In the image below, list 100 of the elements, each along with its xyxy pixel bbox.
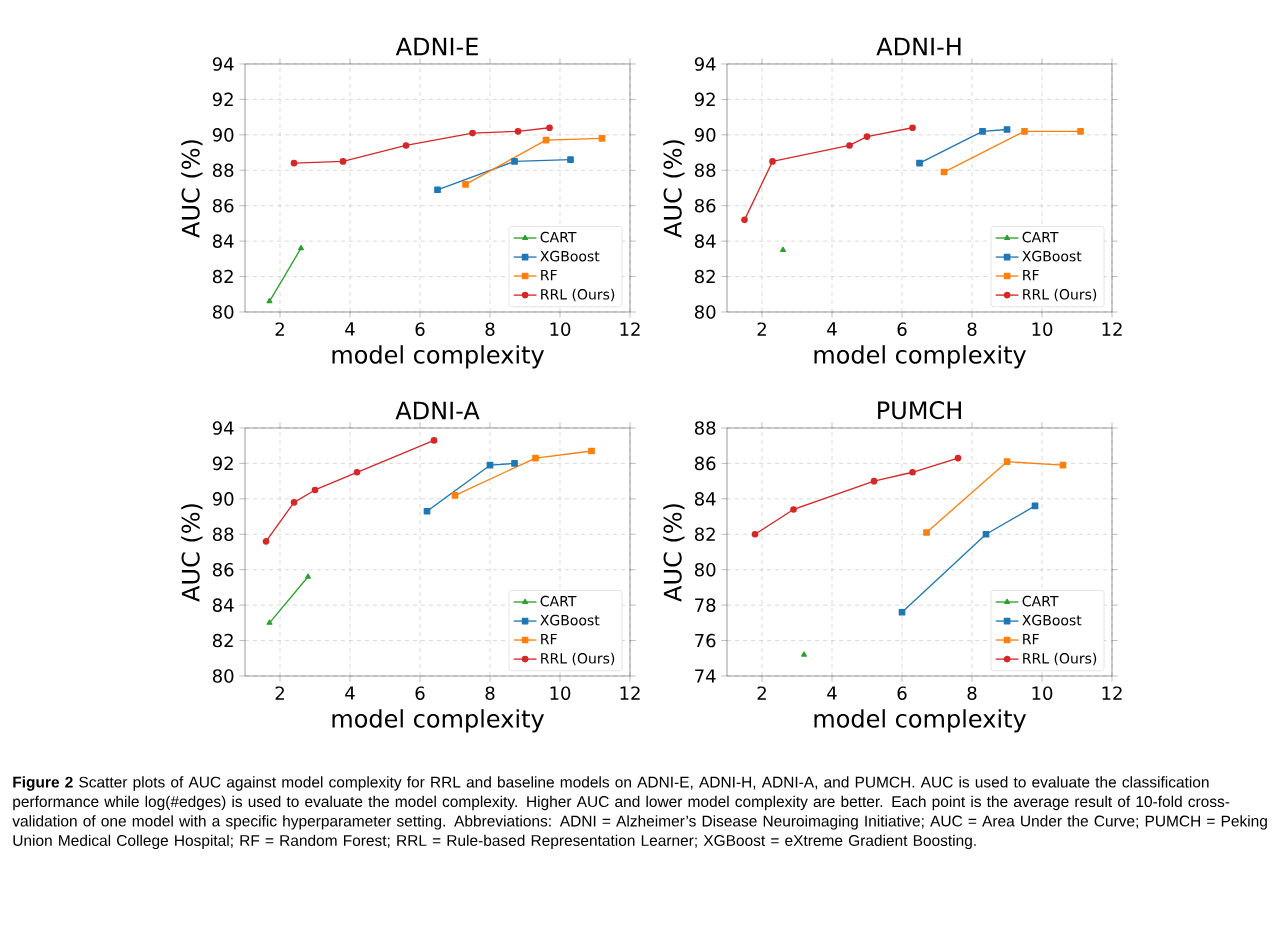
y-tick-label: 94 [212, 57, 234, 71]
point [1077, 127, 1084, 135]
x-tick-label: 6 [897, 322, 907, 336]
x-tick-label: 8 [485, 322, 495, 336]
point [916, 159, 923, 167]
legend-label: CART [1022, 231, 1059, 243]
point [514, 127, 522, 135]
x-axis-title: model complexity [332, 709, 544, 733]
point [898, 608, 906, 616]
point [262, 538, 270, 545]
point [339, 158, 347, 165]
y-tick-label: 76 [695, 633, 716, 648]
y-tick-label: 86 [212, 562, 234, 577]
legend-label: XGBoost [1022, 614, 1082, 626]
point [567, 156, 574, 163]
point [769, 158, 776, 165]
y-tick-label: 80 [212, 669, 234, 683]
point [486, 461, 494, 469]
legend-label: RF [1023, 269, 1039, 281]
legend-label: RF [1023, 633, 1039, 645]
x-axis-title: model complexity [332, 345, 544, 369]
x-tick-label: 10 [550, 686, 571, 700]
x-tick-label: 8 [967, 686, 977, 700]
point [311, 486, 319, 494]
x-axis-title: model complexity [814, 345, 1027, 369]
point [546, 124, 553, 132]
y-tick-label: 92 [212, 92, 233, 107]
y-tick-label: 90 [212, 128, 234, 142]
chart-title: ADNI-E [395, 37, 478, 56]
point [423, 507, 431, 515]
point [979, 127, 986, 135]
x-tick-label: 2 [275, 322, 284, 336]
chart-title: ADNI-A [395, 401, 480, 420]
point [870, 477, 878, 485]
point [751, 530, 759, 538]
y-tick-label: 88 [212, 527, 234, 542]
point [780, 246, 786, 252]
point [511, 158, 518, 165]
y-tick-label: 88 [212, 163, 234, 178]
x-tick-label: 10 [1032, 322, 1053, 336]
y-tick-label: 88 [694, 163, 716, 178]
x-tick-label: 6 [415, 686, 425, 700]
x-tick-label: 4 [827, 322, 837, 336]
x-tick-label: 8 [967, 322, 977, 336]
x-tick-label: 12 [1102, 322, 1122, 336]
legend-label: RRL (Ours) [1023, 652, 1097, 666]
y-tick-label: 84 [212, 598, 234, 612]
x-axis-title: model complexity [814, 709, 1027, 733]
y-tick-label: 86 [694, 456, 716, 471]
point [469, 129, 476, 137]
x-tick-label: 6 [415, 322, 425, 336]
point [790, 506, 797, 513]
point [1003, 458, 1011, 465]
y-tick-label: 88 [694, 421, 716, 435]
x-tick-label: 10 [550, 322, 571, 336]
y-axis-title: AUC (%) [181, 140, 203, 238]
y-tick-label: 92 [212, 456, 233, 471]
legend-label: RF [541, 633, 557, 645]
point [801, 651, 807, 657]
point [451, 491, 459, 499]
legend-label: XGBoost [540, 614, 600, 626]
point [511, 460, 518, 467]
point [923, 529, 930, 536]
x-tick-label: 12 [620, 322, 640, 336]
point [353, 468, 361, 476]
point [290, 159, 298, 167]
point [909, 468, 916, 476]
point [982, 530, 990, 538]
chart-title: ADNI-H [876, 37, 961, 56]
y-tick-label: 92 [694, 92, 715, 107]
y-tick-label: 86 [212, 198, 234, 213]
x-tick-label: 4 [345, 686, 355, 700]
point [1021, 127, 1028, 135]
y-axis-title: AUC (%) [663, 504, 685, 602]
y-tick-label: 74 [695, 669, 716, 683]
x-tick-label: 10 [1032, 686, 1053, 700]
x-tick-label: 4 [827, 686, 837, 700]
point [430, 437, 438, 444]
y-tick-label: 82 [694, 527, 715, 542]
text: Figure 2 Scatter plots of AUC against model complexity for RRL and baseline models on ADNI-E, ADNI-H, ADNI-A, and PUMCH. AUC is used to evaluate the classification performance while log(#edges) is used to evaluate the model complexity. Higher AUC and lower model complexity are better. Each point is the average result of 10-fold cross-validation of one model with a specific hyperparameter setting. Abbreviations: ADNI = Alzheimer’s Disease Neuroimaging Initiative; AUC = Area Under the Curve; PUMCH = Peking Union Medical College Hospital; RF = Random Forest; RRL = Rule-based Representation Learner; XGBoost = eXtreme Gradient Boosting. [12, 776, 1267, 850]
y-tick-label: 84 [212, 234, 234, 248]
point [290, 499, 298, 506]
y-tick-label: 94 [694, 57, 716, 71]
chart-title: PUMCH [878, 401, 961, 420]
x-tick-label: 6 [897, 686, 907, 700]
legend-label: XGBoost [1022, 250, 1082, 262]
point [434, 186, 441, 194]
x-tick-label: 2 [275, 686, 284, 700]
x-tick-label: 12 [620, 686, 640, 700]
point [846, 142, 853, 149]
point [741, 216, 748, 224]
legend-label: CART [540, 595, 577, 607]
point [588, 447, 595, 455]
y-tick-label: 80 [694, 562, 716, 577]
y-tick-label: 82 [212, 269, 233, 284]
point [954, 454, 962, 462]
point [1003, 126, 1011, 133]
legend-label: CART [1022, 595, 1059, 607]
x-tick-label: 8 [485, 686, 495, 700]
y-tick-label: 86 [694, 198, 716, 213]
